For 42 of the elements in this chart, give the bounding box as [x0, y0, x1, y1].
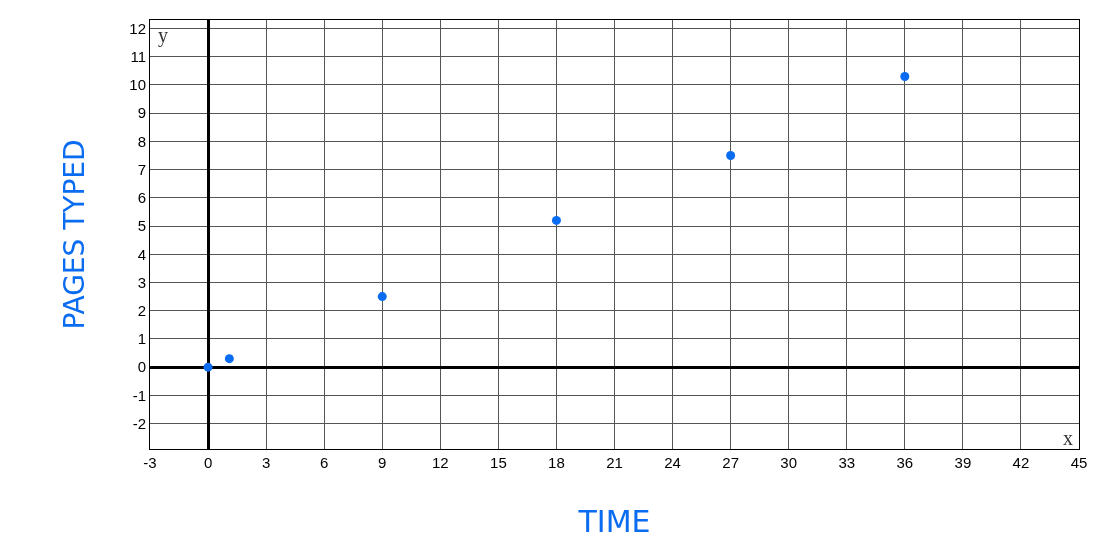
- point: [224, 354, 234, 364]
- x-tick-label: 15: [490, 454, 507, 471]
- y-tick-label: 11: [130, 47, 146, 65]
- x-tick-label: 0: [203, 454, 213, 471]
- y-tick-label: 6: [137, 189, 146, 207]
- x-tick-label: 3: [261, 454, 271, 471]
- y-tick-label: 1: [137, 330, 146, 348]
- x-tick-label: 6: [320, 454, 329, 471]
- y-tick-label: 7: [137, 160, 146, 178]
- x-tick-label: 27: [722, 454, 739, 471]
- y-axis-title: PAGES TYPED: [58, 139, 91, 330]
- x-tick-label: 33: [838, 454, 856, 471]
- x-tick-label: 42: [1012, 454, 1030, 471]
- x-tick-label: 12: [431, 454, 449, 471]
- x-tick-label: 30: [780, 454, 798, 471]
- y-tick-label: 12: [129, 19, 146, 37]
- x-tick-label: -3: [143, 454, 157, 471]
- y-tick-label: 0: [137, 358, 146, 376]
- y-tick-label: 9: [137, 104, 146, 122]
- y-tick-label: 5: [137, 217, 146, 235]
- x-axis-title: TIME: [577, 504, 651, 539]
- x-tick-label: 24: [664, 454, 681, 471]
- y-tick-label: 8: [137, 132, 146, 150]
- x-tick-label: 18: [548, 454, 565, 471]
- y-tick-label: -2: [132, 414, 146, 432]
- x-tick-label: 45: [1070, 454, 1088, 471]
- y-tick-label: 4: [137, 245, 146, 263]
- y-tick-label: 10: [129, 76, 146, 94]
- y-tick-label: 3: [137, 273, 146, 291]
- y-tick-label: -1: [132, 386, 146, 404]
- x-tick-label: 21: [606, 454, 623, 471]
- point: [377, 292, 387, 302]
- point: [551, 215, 561, 225]
- point: [203, 362, 213, 372]
- annotation: y: [158, 24, 168, 47]
- x-tick-label: 36: [896, 454, 914, 471]
- x-tick-label: 39: [954, 454, 972, 471]
- point: [726, 150, 736, 160]
- y-tick-label: 2: [137, 301, 146, 319]
- annotation: x: [1063, 427, 1073, 449]
- point: [900, 71, 910, 81]
- x-tick-label: 9: [378, 454, 387, 471]
